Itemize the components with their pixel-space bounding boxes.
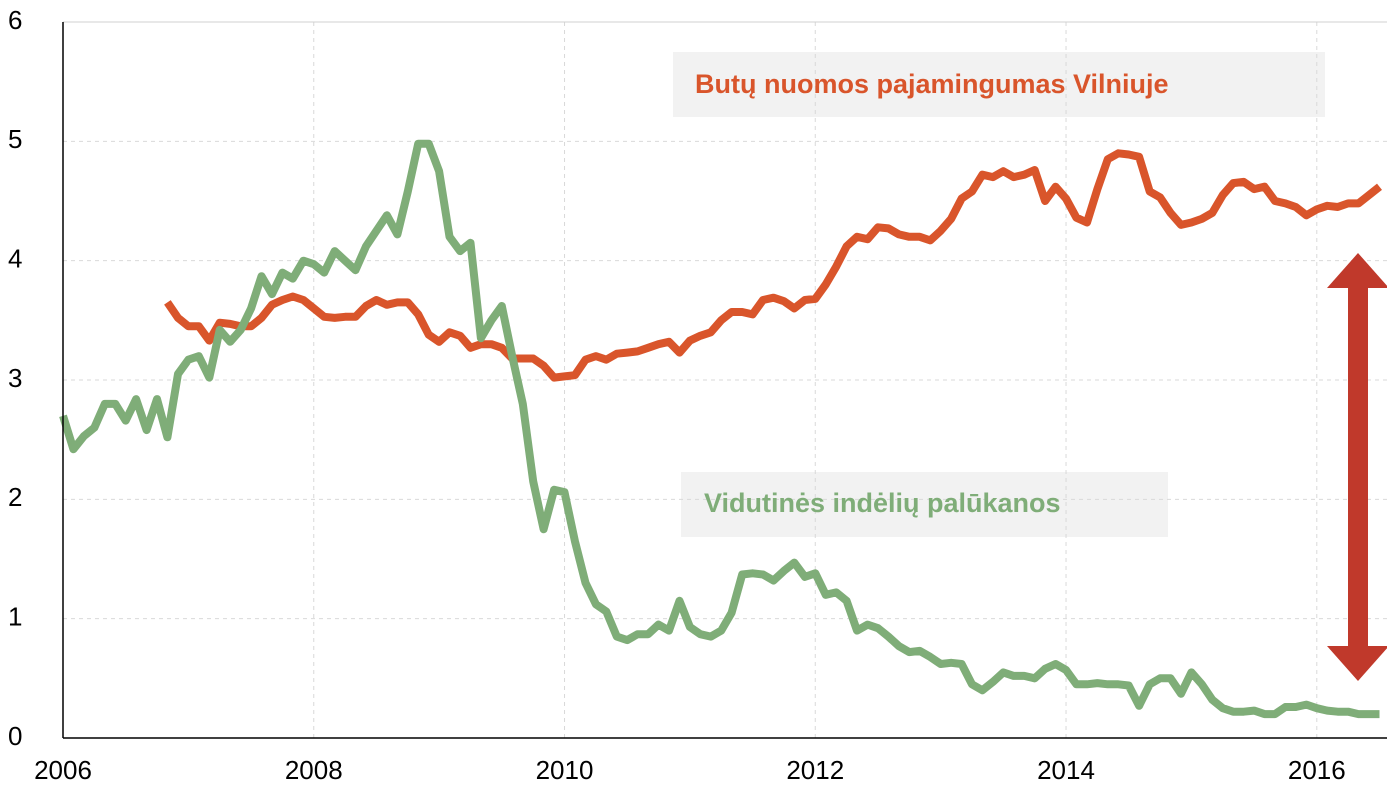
label-box [673, 52, 1325, 117]
y-tick-label: 6 [8, 5, 22, 35]
y-tick-label: 3 [8, 363, 22, 393]
line-series [164, 149, 1382, 382]
x-tick-label: 2006 [34, 755, 92, 785]
label-box [681, 472, 1168, 537]
y-tick-label: 5 [8, 124, 22, 154]
y-tick-label: 0 [8, 721, 22, 751]
line-series [59, 139, 1380, 719]
double-arrow [1327, 253, 1387, 681]
series-label: Vidutinės indėlių palūkanos [704, 488, 1061, 518]
x-tick-label: 2012 [786, 755, 844, 785]
y-tick-label: 4 [8, 244, 22, 274]
series-label: Butų nuomos pajamingumas Vilniuje [695, 69, 1169, 99]
x-tick-label: 2016 [1288, 755, 1346, 785]
x-tick-label: 2008 [285, 755, 343, 785]
x-tick-label: 2014 [1037, 755, 1095, 785]
plot [59, 21, 1387, 739]
y-tick-label: 1 [8, 602, 22, 632]
y-tick-label: 2 [8, 482, 22, 512]
x-tick-label: 2010 [536, 755, 594, 785]
